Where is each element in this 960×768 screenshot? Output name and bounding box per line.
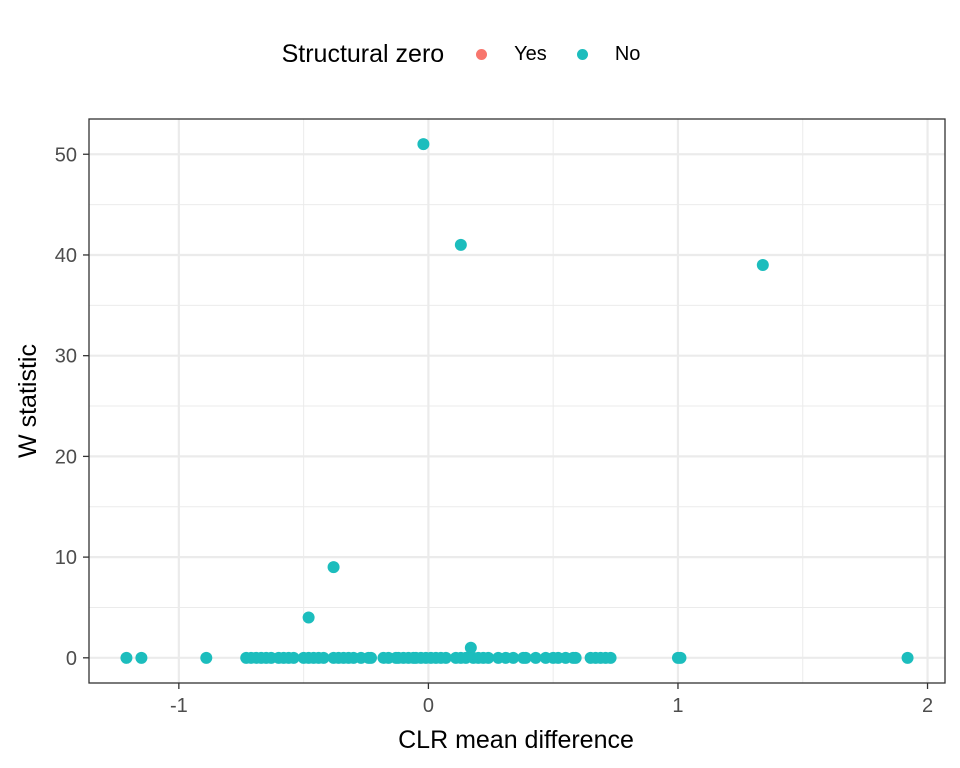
data-point (529, 651, 542, 664)
x-tick-label: 1 (672, 695, 683, 717)
data-point (901, 651, 914, 664)
data-point (482, 651, 495, 664)
legend-key-no (576, 48, 588, 60)
grid (89, 119, 945, 683)
y-axis-label: W statistic (14, 344, 42, 458)
y-tick-label: 0 (66, 648, 77, 670)
legend-title: Structural zero (281, 39, 445, 68)
data-point (519, 651, 532, 664)
x-tick-label: 0 (423, 695, 434, 717)
data-point (464, 641, 477, 654)
data-point (120, 651, 133, 664)
data-point (200, 651, 213, 664)
data-point (604, 651, 617, 664)
data-point (135, 651, 148, 664)
x-axis-label: CLR mean difference (398, 726, 634, 754)
data-point (674, 651, 687, 664)
legend-label-yes: Yes (514, 42, 547, 65)
data-points (120, 138, 914, 664)
y-tick-label: 50 (55, 144, 77, 166)
legend-key-yes (476, 48, 488, 60)
y-tick-label: 30 (55, 346, 77, 368)
legend-item-yes: Yes (476, 43, 547, 66)
plot-panel (88, 118, 946, 684)
data-point (317, 651, 330, 664)
data-point (417, 138, 430, 151)
legend-item-no: No (576, 42, 641, 66)
legend: Structural zero Yes No (0, 36, 960, 72)
data-point (507, 651, 520, 664)
data-point (327, 561, 340, 574)
data-point (302, 611, 315, 624)
data-point (365, 651, 378, 664)
legend-label-no: No (614, 42, 641, 65)
x-tick-label: 2 (922, 695, 933, 717)
x-tick-label: -1 (170, 695, 188, 717)
y-tick-label: 20 (55, 446, 77, 468)
data-point (569, 651, 582, 664)
data-point (439, 651, 452, 664)
y-tick-label: 10 (55, 547, 77, 569)
data-point (756, 259, 769, 272)
data-point (454, 238, 467, 251)
data-point (287, 651, 300, 664)
y-tick-label: 40 (55, 245, 77, 267)
